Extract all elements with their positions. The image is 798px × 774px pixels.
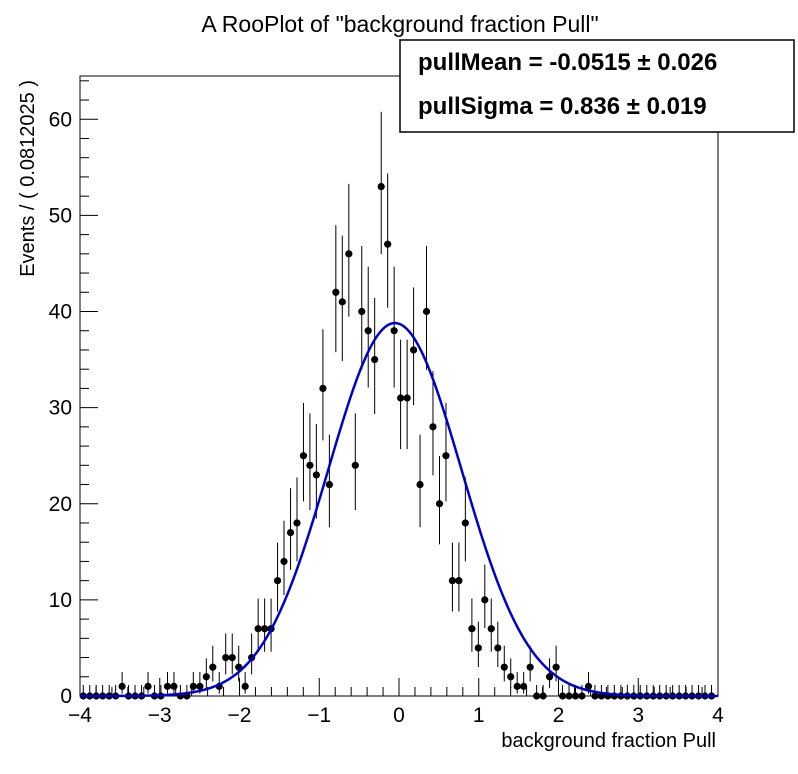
plot-frame (79, 75, 719, 697)
y-tick-label: 10 (49, 589, 72, 612)
data-point (416, 480, 424, 489)
data-point (494, 644, 502, 652)
data-point (545, 673, 554, 681)
data-point (293, 519, 301, 527)
data-point (312, 471, 320, 479)
data-point (280, 557, 288, 566)
data-point (338, 298, 346, 306)
data-point (364, 327, 372, 335)
y-tick-label: 40 (49, 301, 72, 324)
data-point (591, 692, 599, 700)
data-point (507, 673, 515, 681)
data-point (539, 692, 547, 700)
x-axis-label: background fraction Pull (501, 730, 716, 752)
data-point (481, 596, 489, 604)
data-point (144, 682, 152, 690)
data-point (520, 682, 528, 690)
y-tick-label: 20 (49, 493, 72, 516)
data-point (403, 394, 411, 402)
x-tick-label: 3 (632, 704, 644, 727)
data-point (513, 682, 521, 690)
data-points (79, 182, 716, 700)
data-point (578, 692, 586, 700)
fit-curve (80, 321, 718, 698)
data-point (533, 692, 541, 700)
data-point (273, 577, 282, 585)
data-point (384, 240, 392, 248)
y-tick-label: 0 (60, 685, 72, 708)
stats-pull-mean: pullMean = -0.0515 ± 0.026 (418, 49, 717, 76)
data-point (371, 355, 379, 364)
data-point (435, 500, 444, 508)
y-tick-label: 50 (49, 204, 72, 227)
data-point (552, 663, 560, 671)
y-axis: 0 10 20 30 40 50 60 (49, 80, 98, 708)
y-axis-label: Events / ( 0.0812025 ) (17, 80, 39, 277)
data-point (351, 461, 359, 469)
y-tick-label: 30 (49, 397, 72, 420)
error-bars (80, 111, 715, 697)
data-point (306, 461, 314, 469)
x-tick-label: 1 (473, 704, 485, 727)
stats-box-frame (399, 39, 795, 133)
data-point (571, 692, 580, 700)
data-point (254, 625, 262, 633)
data-point (209, 663, 217, 671)
data-point (526, 663, 534, 671)
data-point (286, 528, 295, 537)
data-point (565, 692, 573, 700)
data-point (325, 480, 333, 489)
data-point (222, 653, 230, 662)
data-point (196, 682, 204, 690)
data-point (163, 682, 172, 690)
data-point (558, 692, 567, 700)
data-point (584, 682, 593, 690)
data-point (377, 182, 385, 191)
data-point (118, 682, 126, 690)
x-tick-label: 0 (393, 704, 405, 727)
data-point (429, 423, 437, 431)
data-point (332, 288, 340, 296)
data-point (299, 452, 308, 460)
data-point (422, 307, 431, 316)
data-point (442, 452, 450, 460)
x-tick-label: −1 (307, 704, 331, 727)
x-tick-label: 2 (553, 704, 565, 727)
data-point (448, 577, 457, 585)
data-point (455, 577, 463, 585)
data-point (468, 625, 476, 633)
data-point (241, 682, 249, 690)
data-point (409, 346, 418, 354)
chart-title: A RooPlot of "background fraction Pull" (201, 11, 598, 37)
x-tick-label: 4 (712, 704, 724, 727)
data-point (500, 663, 508, 671)
data-point (228, 653, 236, 662)
data-point (358, 307, 366, 316)
data-point (474, 644, 482, 652)
data-point (202, 673, 210, 681)
data-point (261, 625, 269, 633)
data-point (396, 394, 405, 402)
x-tick-label: −4 (68, 704, 92, 727)
stats-pull-sigma: pullSigma = 0.836 ± 0.019 (418, 93, 707, 120)
data-point (170, 682, 178, 690)
data-point (345, 250, 353, 258)
x-tick-label: −2 (228, 704, 252, 727)
stats-box: pullMean = -0.0515 ± 0.026 pullSigma = 0… (399, 39, 795, 133)
data-point (487, 625, 495, 633)
x-tick-label: −3 (148, 704, 172, 727)
y-tick-label: 60 (49, 108, 72, 131)
data-point (390, 327, 398, 335)
data-point (189, 682, 197, 690)
data-point (319, 384, 327, 393)
data-point (461, 519, 469, 527)
